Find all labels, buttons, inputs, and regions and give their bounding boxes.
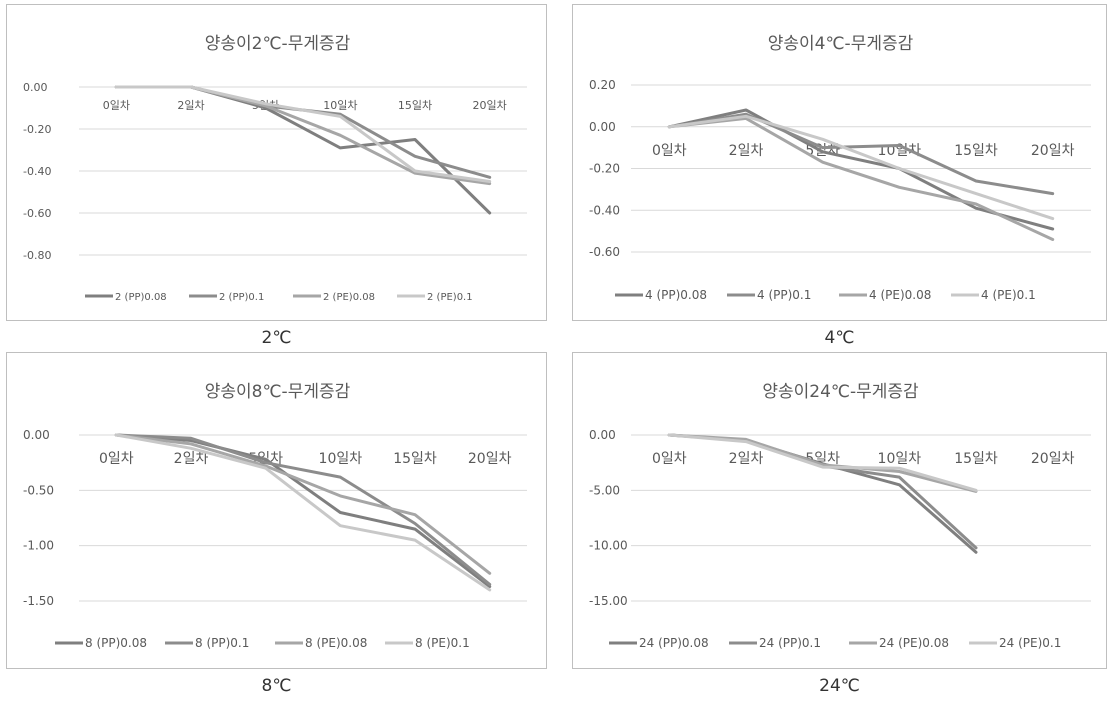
y-tick-label: -15.00 <box>589 594 628 608</box>
legend-label: 24 (PE)0.1 <box>999 636 1061 650</box>
y-tick-label: -10.00 <box>589 539 628 553</box>
chart-title: 양송이2℃-무게증감 <box>205 34 351 54</box>
y-tick-label: -0.60 <box>23 207 51 220</box>
x-tick-label: 20일차 <box>473 98 507 112</box>
y-tick-label: -0.40 <box>23 165 51 178</box>
y-tick-label: 0.20 <box>589 78 616 92</box>
series-line <box>114 433 492 586</box>
chart-caption: 4℃ <box>824 328 855 348</box>
y-tick-label: 0.00 <box>23 81 48 94</box>
chart-title: 양송이8℃-무게증감 <box>205 382 351 402</box>
y-tick-label: -5.00 <box>589 483 620 497</box>
line-chart: 양송이2℃-무게증감 0.00 -0.20 -0.40 -0.60 -0.80 0일차 2일차… <box>23 34 527 303</box>
series-line <box>114 433 492 592</box>
series-line <box>667 108 1055 231</box>
legend-label: 4 (PE)0.08 <box>869 288 931 302</box>
y-tick-label: -1.00 <box>23 539 54 553</box>
series-line <box>114 85 492 215</box>
legend-label: 4 (PE)0.1 <box>981 288 1036 302</box>
chart-frame: 양송이8℃-무게증감 0.00 -0.50 -1.00 -1.50 0일차 2일차 5일차 10… <box>6 352 547 669</box>
legend-label: 8 (PE)0.1 <box>415 636 470 650</box>
x-tick-label: 10일차 <box>319 451 363 467</box>
legend-label: 24 (PE)0.08 <box>879 636 949 650</box>
y-tick-label: -0.80 <box>23 249 51 262</box>
x-tick-label: 20일차 <box>1031 143 1075 159</box>
legend-label: 4 (PP)0.08 <box>645 288 707 302</box>
series-line <box>114 85 492 186</box>
chart-caption: 2℃ <box>261 328 292 348</box>
y-tick-label: -0.50 <box>23 483 54 497</box>
y-tick-label: -0.20 <box>23 123 51 136</box>
x-tick-label: 2일차 <box>174 451 209 467</box>
x-tick-label: 2일차 <box>729 143 764 159</box>
x-tick-label: 0일차 <box>652 143 687 159</box>
series-line <box>667 116 1055 241</box>
legend-label: 8 (PP)0.08 <box>85 636 147 650</box>
y-tick-label: -0.40 <box>589 203 620 217</box>
y-tick-label: 0.00 <box>589 120 616 134</box>
chart-frame: 양송이24℃-무게증감 0.00 -5.00 -10.00 -15.00 0일차 2일차 5일… <box>572 352 1107 669</box>
x-tick-label: 20일차 <box>468 451 512 467</box>
legend-label: 24 (PP)0.08 <box>639 636 709 650</box>
x-tick-label: 0일차 <box>99 451 134 467</box>
x-tick-label: 15일차 <box>954 143 998 159</box>
legend-label: 2 (PE)0.08 <box>323 292 375 303</box>
x-tick-label: 10일차 <box>878 451 922 467</box>
x-tick-label: 10일차 <box>323 98 357 112</box>
chart-title: 양송이24℃-무게증감 <box>762 382 919 402</box>
legend-label: 8 (PP)0.1 <box>195 636 249 650</box>
y-tick-label: -0.20 <box>589 162 620 176</box>
chart-caption: 24℃ <box>819 676 860 696</box>
legend-label: 2 (PP)0.1 <box>219 292 264 303</box>
y-tick-label: 0.00 <box>589 428 616 442</box>
series-line <box>667 433 978 492</box>
chart-frame: 양송이2℃-무게증감 0.00 -0.20 -0.40 -0.60 -0.80 0일차 2일차… <box>6 4 547 321</box>
series-line <box>667 114 1055 221</box>
series-line <box>114 85 492 183</box>
series-line <box>114 85 492 179</box>
y-tick-label: -1.50 <box>23 594 54 608</box>
series-line <box>667 112 1055 196</box>
x-tick-label: 0일차 <box>103 98 130 112</box>
x-tick-label: 2일차 <box>177 98 204 112</box>
series-line <box>114 433 492 589</box>
y-tick-label: -0.60 <box>589 245 620 259</box>
series-line <box>114 433 492 575</box>
x-tick-label: 2일차 <box>729 451 764 467</box>
x-tick-label: 15일차 <box>398 98 432 112</box>
legend-label: 8 (PE)0.08 <box>305 636 367 650</box>
x-tick-label: 20일차 <box>1031 451 1075 467</box>
chart-frame: 양송이4℃-무게증감 0.20 0.00 -0.20 -0.40 -0.60 0일차 2일차 5… <box>572 4 1107 321</box>
chart-caption: 8℃ <box>261 676 292 696</box>
legend-label: 2 (PP)0.08 <box>115 292 167 303</box>
legend-label: 24 (PP)0.1 <box>759 636 821 650</box>
x-tick-label: 0일차 <box>652 451 687 467</box>
y-tick-label: 0.00 <box>23 428 50 442</box>
x-tick-label: 15일차 <box>954 451 998 467</box>
legend-label: 4 (PP)0.1 <box>757 288 811 302</box>
chart-title: 양송이4℃-무게증감 <box>768 34 914 54</box>
legend-label: 2 (PE)0.1 <box>427 292 473 303</box>
x-tick-label: 15일차 <box>393 451 437 467</box>
